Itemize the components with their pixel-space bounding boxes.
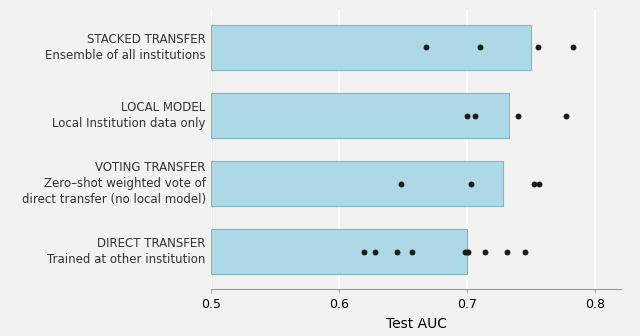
Point <box>520 249 530 254</box>
Point <box>392 249 402 254</box>
Bar <box>211 161 503 206</box>
Point <box>396 181 406 186</box>
Point <box>358 249 369 254</box>
Point <box>534 181 544 186</box>
Point <box>502 249 512 254</box>
Point <box>407 249 417 254</box>
Bar <box>211 93 509 138</box>
Point <box>470 113 480 118</box>
Point <box>532 45 543 50</box>
X-axis label: Test AUC: Test AUC <box>385 317 447 331</box>
Point <box>462 113 472 118</box>
Point <box>568 45 579 50</box>
Point <box>529 181 539 186</box>
Point <box>460 249 470 254</box>
Point <box>466 181 476 186</box>
Point <box>463 249 474 254</box>
Point <box>370 249 380 254</box>
Point <box>475 45 485 50</box>
Point <box>462 249 472 254</box>
Bar <box>211 26 531 70</box>
Bar <box>211 229 467 274</box>
Point <box>480 249 490 254</box>
Point <box>421 45 431 50</box>
Point <box>561 113 571 118</box>
Point <box>513 113 524 118</box>
